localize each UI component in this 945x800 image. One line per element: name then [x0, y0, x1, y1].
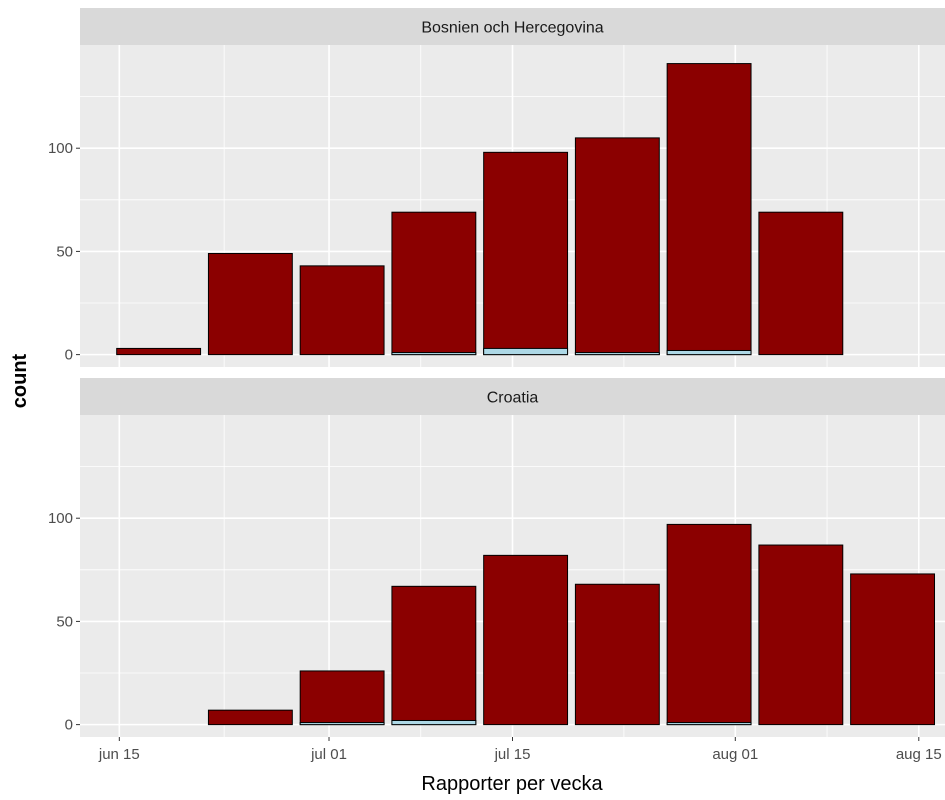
y-tick-label: 50	[56, 613, 73, 630]
facet-strip-label: Croatia	[487, 390, 539, 407]
bar-segment-main	[758, 544, 844, 726]
bar-segment-main	[116, 347, 202, 356]
bar-segment-secondary	[574, 352, 660, 356]
facet-panels: Bosnien och Hercegovina 0 50 100 Croatia 0 50 1…	[48, 8, 945, 737]
bar-segment-main	[299, 265, 385, 356]
bar-segment-secondary	[391, 719, 477, 726]
bar-segment-main	[666, 63, 752, 356]
y-axis-title: count	[9, 353, 31, 408]
bar	[391, 211, 477, 356]
bar	[207, 252, 293, 356]
bar-segment-main	[574, 583, 660, 726]
bar-segment-main	[391, 585, 477, 726]
bar	[574, 583, 660, 726]
bar-segment-secondary	[483, 347, 569, 356]
facet-strip	[80, 8, 945, 45]
facet-panel: Bosnien och Hercegovina 0 50 100	[48, 8, 945, 367]
facet-panel: Croatia 0 50 100	[48, 378, 945, 737]
x-tick-label: jul 01	[310, 746, 347, 763]
bar-segment-secondary	[666, 349, 752, 356]
x-tick-label: aug 15	[896, 746, 942, 763]
bar	[666, 523, 752, 726]
bar-segment-main	[483, 554, 569, 726]
bar-segment-main	[850, 573, 936, 726]
x-axis-title: Rapporter per vecka	[421, 773, 603, 795]
x-tick-label: jul 15	[494, 746, 531, 763]
bar-segment-secondary	[299, 722, 385, 726]
x-tick-label: aug 01	[712, 746, 758, 763]
bar-segment-main	[391, 211, 477, 356]
bar	[299, 265, 385, 356]
bar-segment-secondary	[391, 352, 477, 356]
y-tick-label: 50	[56, 243, 73, 260]
bar	[758, 544, 844, 726]
facet-strip	[80, 378, 945, 415]
bar-segment-main	[207, 252, 293, 356]
bar	[574, 137, 660, 356]
bar-segment-main	[574, 137, 660, 356]
y-tick-label: 100	[48, 140, 73, 157]
bar-segment-main	[758, 211, 844, 356]
bar	[483, 151, 569, 356]
bar	[207, 709, 293, 726]
bar	[483, 554, 569, 726]
bar	[116, 347, 202, 356]
bar	[850, 573, 936, 726]
y-tick-label: 0	[65, 717, 73, 734]
bar	[391, 585, 477, 726]
y-tick-label: 0	[65, 347, 73, 364]
y-tick-label: 100	[48, 510, 73, 527]
bar	[666, 63, 752, 356]
bar	[758, 211, 844, 356]
bar-segment-main	[666, 523, 752, 726]
x-axis: jun 15 jul 01 jul 15 aug 01 aug 15	[98, 737, 942, 763]
bar	[299, 670, 385, 726]
x-tick-label: jun 15	[98, 746, 140, 763]
bar-segment-main	[483, 151, 569, 356]
bar-segment-main	[207, 709, 293, 726]
bar-segment-secondary	[666, 722, 752, 726]
bar-segment-main	[299, 670, 385, 726]
facet-strip-label: Bosnien och Hercegovina	[421, 20, 603, 37]
